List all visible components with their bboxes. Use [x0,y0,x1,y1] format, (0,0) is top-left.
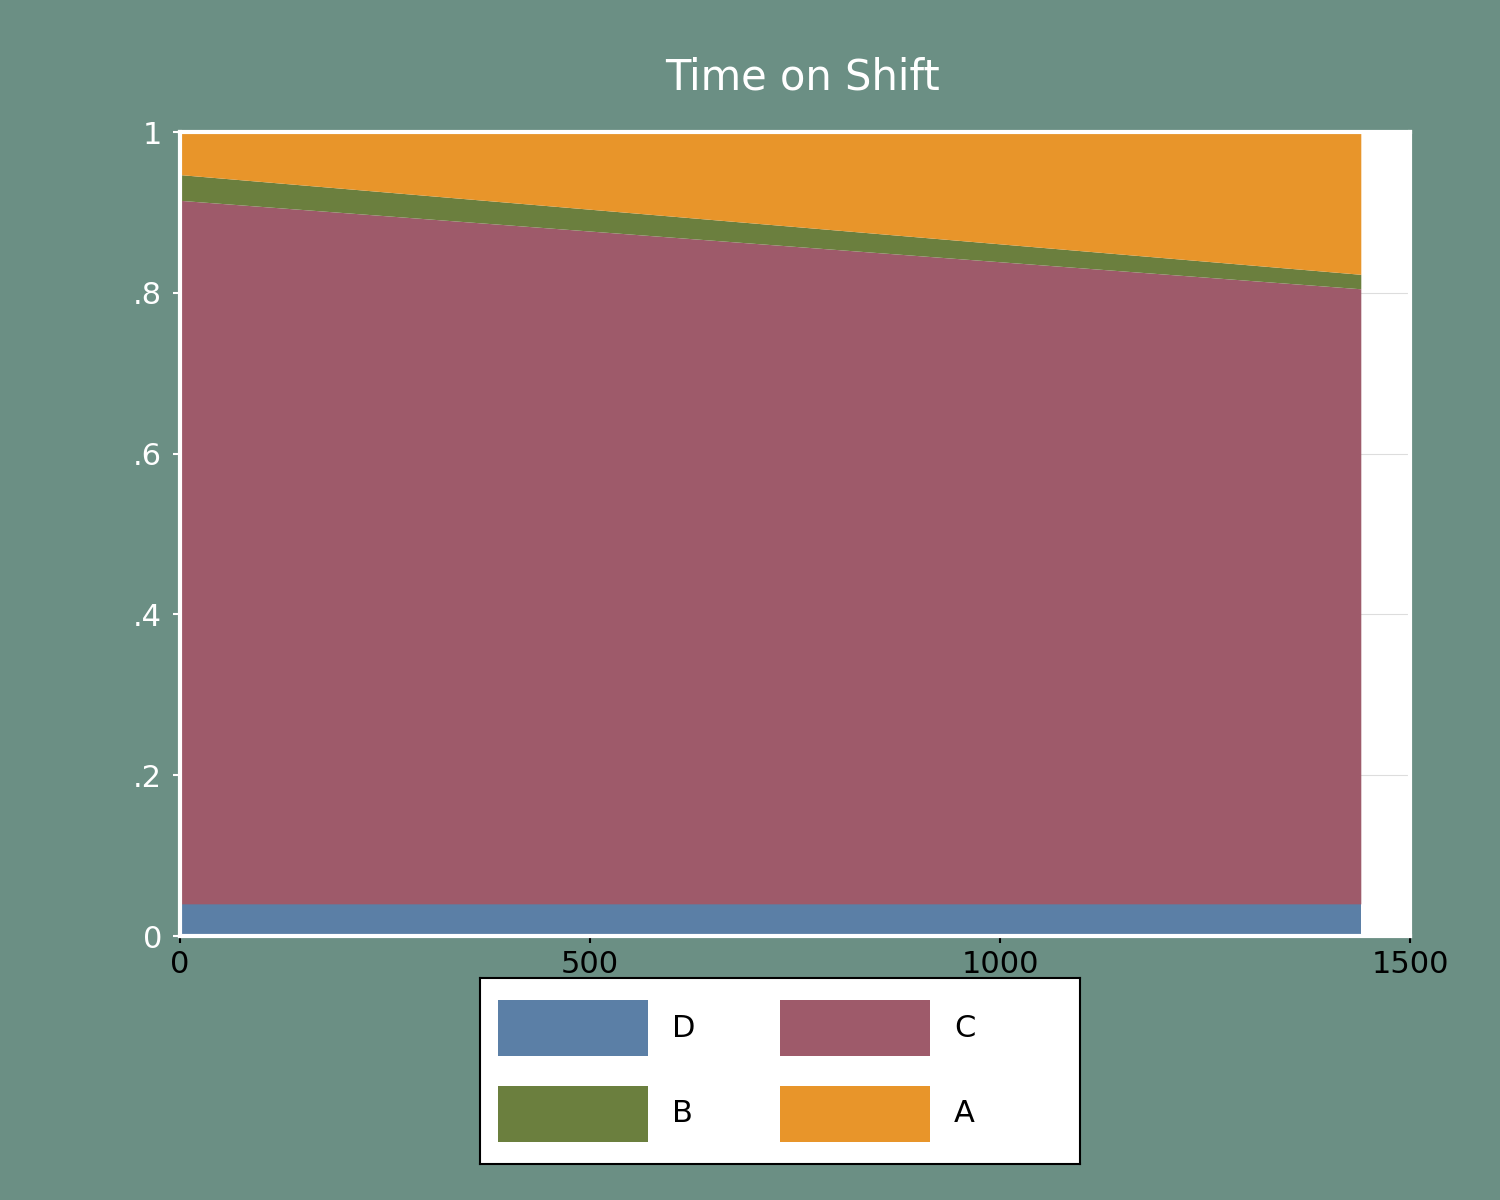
Bar [498,1086,648,1141]
Bar [498,1001,648,1056]
Text: B: B [672,1099,693,1128]
Text: C: C [954,1014,975,1043]
Text: A: A [954,1099,975,1128]
Text: D: D [672,1014,696,1043]
Bar [780,1086,930,1141]
Bar [780,1001,930,1056]
Text: Time on Shift: Time on Shift [664,56,940,98]
X-axis label: Time on Shift (minutes): Time on Shift (minutes) [616,992,974,1021]
